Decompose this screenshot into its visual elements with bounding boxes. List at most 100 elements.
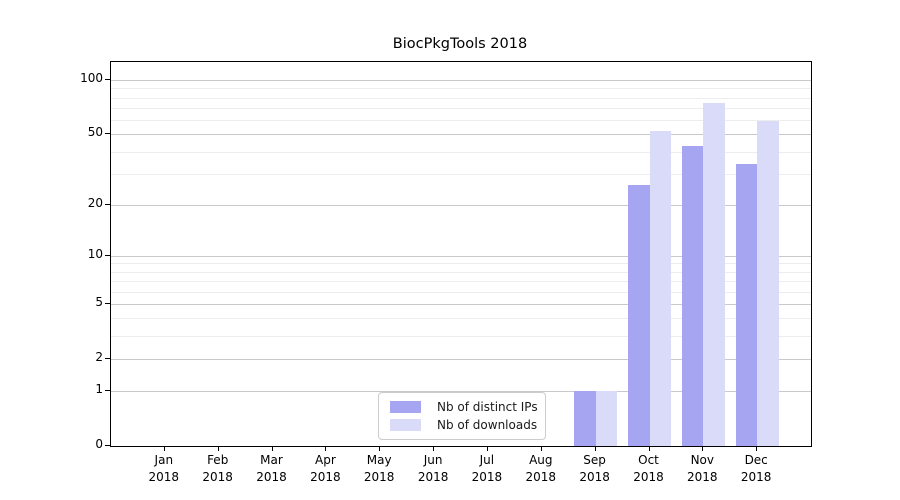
y-tick-label: 20 xyxy=(87,195,103,210)
minor-gridline xyxy=(111,173,811,175)
x-tick-label: Dec 2018 xyxy=(726,452,786,486)
x-tick-label: Jul 2018 xyxy=(457,452,517,486)
x-tick-month: Feb xyxy=(207,453,229,467)
x-tick-year: 2018 xyxy=(417,470,449,484)
x-tick-label: May 2018 xyxy=(349,452,409,486)
y-tick-mark xyxy=(105,203,110,205)
y-tick-mark xyxy=(105,445,110,446)
x-tick-month: Sep xyxy=(583,453,606,467)
chart-title: BiocPkgTools 2018 xyxy=(392,36,528,52)
minor-gridline xyxy=(111,291,811,293)
major-gridline xyxy=(111,358,811,360)
y-tick-label: 10 xyxy=(87,246,103,261)
bar-downloads xyxy=(649,131,671,446)
x-tick-year: 2018 xyxy=(471,470,503,484)
bar-distinct-ips xyxy=(681,145,704,446)
minor-gridline xyxy=(111,108,811,109)
x-tick-label: Nov 2018 xyxy=(672,452,732,486)
x-tick-month: Aug xyxy=(529,453,553,467)
x-tick-year: 2018 xyxy=(256,470,287,484)
x-tick-mark xyxy=(486,446,488,451)
x-tick-year: 2018 xyxy=(579,470,610,484)
x-tick-mark xyxy=(163,446,165,451)
y-tick-label: 100 xyxy=(80,71,103,85)
plot-area xyxy=(110,61,812,447)
x-tick-mark xyxy=(271,446,273,451)
x-tick-month: May xyxy=(366,453,392,467)
y-tick-mark xyxy=(105,302,110,304)
bar-distinct-ips xyxy=(574,391,596,446)
x-tick-mark xyxy=(217,446,219,451)
bar-downloads xyxy=(757,121,779,446)
major-gridline xyxy=(111,80,811,81)
x-tick-year: 2018 xyxy=(687,470,718,484)
minor-gridline xyxy=(111,120,811,121)
bar-distinct-ips xyxy=(628,184,650,446)
major-gridline xyxy=(111,134,811,136)
downloads-swatch xyxy=(390,419,421,431)
x-tick-label: Sep 2018 xyxy=(565,452,625,486)
x-tick-mark xyxy=(648,446,650,451)
x-tick-month: Apr xyxy=(315,453,336,467)
y-tick-label: 1 xyxy=(95,382,103,396)
bar-downloads xyxy=(595,391,618,446)
major-gridline xyxy=(111,303,811,305)
minor-gridline xyxy=(111,336,811,338)
y-tick-mark xyxy=(105,357,110,359)
y-tick-label: 50 xyxy=(87,125,103,140)
x-tick-label: Mar 2018 xyxy=(242,452,302,486)
x-tick-year: 2018 xyxy=(633,470,664,484)
x-tick-month: Jul xyxy=(479,453,495,467)
x-tick-label: Apr 2018 xyxy=(295,452,355,486)
x-tick-year: 2018 xyxy=(148,470,180,484)
y-tick-mark xyxy=(105,79,110,80)
major-gridline xyxy=(111,391,811,392)
major-gridline xyxy=(111,204,811,206)
minor-gridline xyxy=(111,318,811,320)
x-tick-mark xyxy=(379,446,381,451)
major-gridline xyxy=(111,255,811,257)
x-tick-year: 2018 xyxy=(363,470,395,484)
bar-distinct-ips xyxy=(735,164,758,446)
x-tick-mark xyxy=(756,446,758,451)
minor-gridline xyxy=(111,263,811,265)
x-tick-month: Mar xyxy=(260,453,283,467)
x-tick-mark xyxy=(594,446,596,451)
minor-gridline xyxy=(111,88,811,90)
legend-label: Nb of downloads xyxy=(437,418,538,432)
x-tick-year: 2018 xyxy=(525,470,557,484)
minor-gridline xyxy=(111,271,811,273)
x-tick-label: Jan 2018 xyxy=(134,452,194,486)
x-tick-year: 2018 xyxy=(310,470,341,484)
y-tick-mark xyxy=(105,390,110,391)
x-tick-label: Aug 2018 xyxy=(511,452,571,486)
x-tick-month: Jun xyxy=(423,453,443,467)
y-tick-mark xyxy=(105,133,110,135)
x-tick-month: Jan xyxy=(154,453,174,467)
legend: Nb of distinct IPs Nb of downloads xyxy=(378,392,546,440)
minor-gridline xyxy=(111,151,811,153)
x-tick-mark xyxy=(702,446,704,451)
legend-label: Nb of distinct IPs xyxy=(437,400,538,414)
y-tick-label: 2 xyxy=(95,349,103,364)
y-tick-mark xyxy=(105,254,110,256)
x-tick-label: Jun 2018 xyxy=(403,452,463,486)
distinct-ips-swatch xyxy=(390,401,421,413)
x-tick-mark xyxy=(540,446,542,451)
y-tick-label: 5 xyxy=(95,294,103,309)
legend-item-distinct-ips: Nb of distinct IPs xyxy=(390,400,545,414)
y-tick-label: 0 xyxy=(95,437,103,451)
x-tick-label: Feb 2018 xyxy=(188,452,248,486)
x-tick-year: 2018 xyxy=(740,470,772,484)
x-tick-mark xyxy=(433,446,435,451)
minor-gridline xyxy=(111,281,811,283)
bar-downloads xyxy=(703,102,725,446)
legend-item-downloads: Nb of downloads xyxy=(390,418,545,432)
minor-gridline xyxy=(111,97,811,99)
x-tick-mark xyxy=(325,446,327,451)
x-tick-year: 2018 xyxy=(202,470,233,484)
x-tick-month: Oct xyxy=(638,453,659,467)
x-tick-label: Oct 2018 xyxy=(619,452,679,486)
x-tick-month: Dec xyxy=(744,453,768,467)
